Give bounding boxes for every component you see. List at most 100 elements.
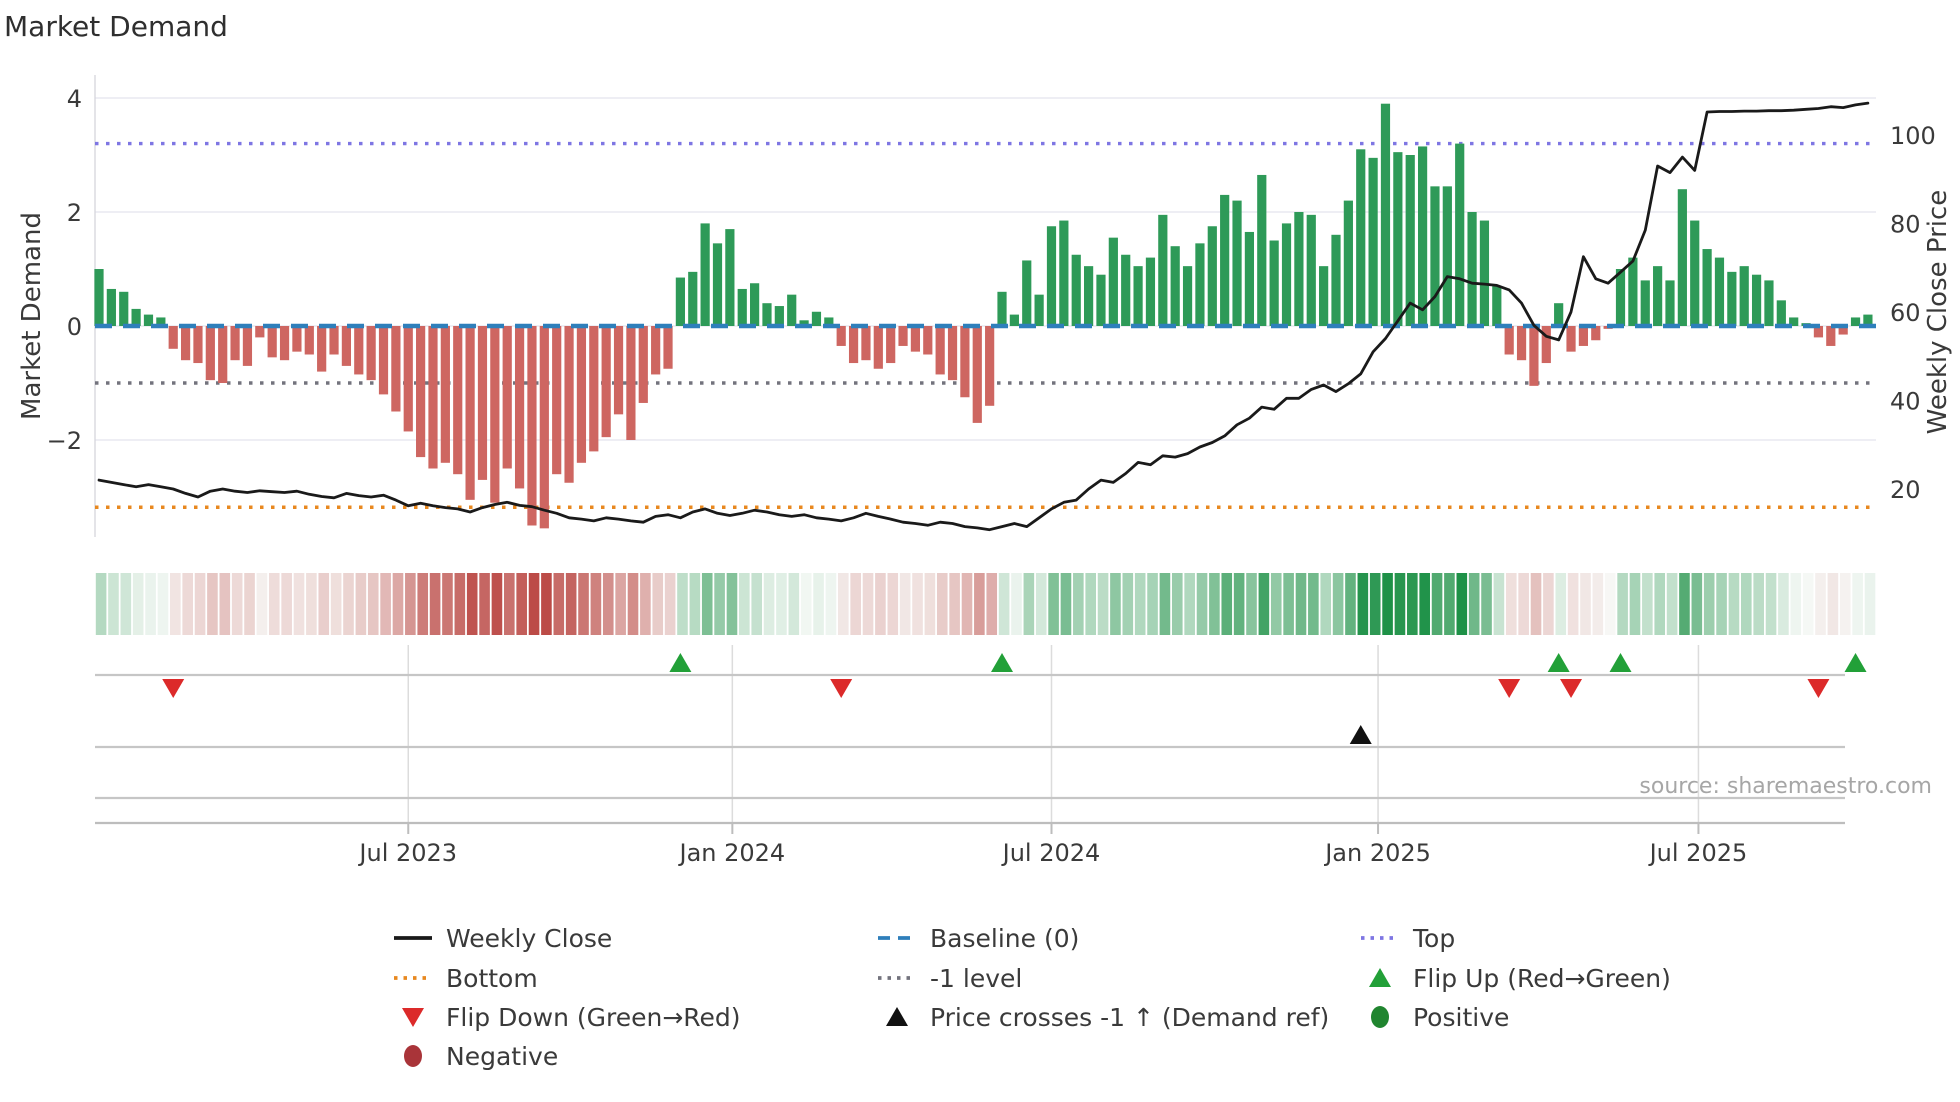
demand-bar-positive (725, 229, 735, 326)
demand-bar-negative (886, 326, 896, 364)
demand-bar-positive (1690, 220, 1700, 326)
y-right-tick-label: 60 (1890, 299, 1921, 327)
legend-item-label: Negative (446, 1042, 558, 1071)
heatmap-cell-negative (578, 573, 589, 635)
demand-bar-negative (267, 326, 277, 358)
heatmap-cell-negative (949, 573, 960, 635)
y-right-tick-label: 40 (1890, 388, 1921, 416)
demand-bar-negative (416, 326, 426, 458)
demand-bar-positive (1764, 280, 1774, 326)
heatmap-cell-negative (553, 573, 565, 635)
x-tick-label: Jan 2024 (677, 839, 785, 867)
heatmap-cell-positive (1493, 573, 1505, 635)
heatmap-cell-positive (1023, 573, 1035, 635)
demand-bar-positive (1306, 214, 1316, 326)
heatmap-cell-negative (194, 573, 206, 635)
demand-bar-negative (279, 326, 290, 361)
flip-down-marker (1560, 679, 1583, 698)
heatmap-cell-negative (1567, 573, 1579, 635)
flip-up-marker (991, 653, 1014, 672)
demand-bar-positive (1727, 271, 1737, 326)
heatmap-cell-negative (986, 573, 998, 635)
demand-bar-positive (1751, 274, 1762, 326)
heatmap-cell-positive (998, 573, 1010, 635)
heatmap-cell-negative (231, 573, 243, 635)
heatmap-cell-positive (1147, 573, 1158, 635)
heatmap-cell-negative (244, 573, 255, 635)
demand-bar-negative (465, 326, 475, 500)
flip-down-marker (1807, 679, 1830, 698)
demand-bar-negative (601, 326, 611, 438)
heatmap-cell-negative (1580, 573, 1591, 635)
heatmap-cell-positive (1097, 573, 1109, 635)
heatmap-cell-positive (120, 573, 132, 635)
demand-bar-positive (688, 271, 698, 326)
demand-bar-negative (1504, 326, 1514, 355)
demand-bar-positive (1170, 246, 1180, 326)
demand-bar-negative (1566, 326, 1576, 352)
legend-item-label: -1 level (930, 964, 1022, 993)
demand-bar-positive (997, 291, 1007, 326)
heatmap-cell-positive (751, 573, 763, 635)
heatmap-cell-negative (380, 573, 391, 635)
demand-bar-negative (366, 326, 376, 381)
y-right-tick-label: 100 (1890, 122, 1936, 150)
y-left-tick-label: 2 (67, 199, 82, 227)
heatmap-cell-negative (615, 573, 626, 635)
demand-bar-positive (1479, 220, 1490, 326)
demand-bar-positive (156, 317, 166, 326)
demand-bar-negative (613, 326, 624, 415)
heatmap-cell-positive (1790, 573, 1802, 635)
x-tick-label: Jul 2025 (1648, 839, 1748, 867)
heatmap-cell-positive (1134, 573, 1146, 635)
demand-bar-positive (675, 277, 685, 326)
heatmap-cell-positive (677, 573, 688, 635)
heatmap-cell-positive (1703, 573, 1715, 635)
demand-bar-positive (1182, 266, 1193, 326)
demand-bar-negative (935, 326, 945, 375)
demand-bar-negative (341, 326, 351, 366)
heatmap-cell-positive (1283, 573, 1294, 635)
heatmap-cell-positive (1258, 573, 1270, 635)
legend: Weekly Close Bottom Flip Down (Green→Red) N… (394, 924, 1671, 1071)
heatmap-cell-positive (1716, 573, 1727, 635)
demand-bar-positive (1368, 157, 1378, 326)
demand-bar-positive (1343, 200, 1353, 326)
heatmap-cell-negative (281, 573, 292, 635)
flip-up-marker (1547, 653, 1570, 672)
demand-bar-negative (428, 326, 438, 469)
heatmap-cell-negative (875, 573, 886, 635)
demand-bar-positive (1232, 200, 1242, 326)
heatmap-cell-positive (1629, 573, 1641, 635)
heatmap-cell-negative (912, 573, 923, 635)
legend-swatch-triangle-up (1369, 968, 1391, 987)
heatmap-cell-negative (417, 573, 429, 635)
heatmap-cell-negative (850, 573, 861, 635)
heatmap-cell-negative (627, 573, 639, 635)
demand-bar-positive (1281, 223, 1292, 326)
heatmap-cell-positive (1468, 573, 1480, 635)
heatmap-cell-positive (1444, 573, 1455, 635)
heatmap-cell-positive (788, 573, 800, 635)
demand-bar-negative (836, 326, 846, 346)
demand-bar-negative (514, 326, 525, 489)
heatmap-cell-positive (1110, 573, 1121, 635)
heatmap-cell-positive (1481, 573, 1492, 635)
heatmap-cell-negative (664, 573, 676, 635)
heatmap-cell-negative (219, 573, 231, 635)
heatmap-cell-positive (1048, 573, 1059, 635)
demand-bar-positive (1009, 314, 1019, 326)
demand-bar-positive (1195, 243, 1205, 326)
demand-bar-positive (1628, 257, 1638, 326)
heatmap-cell-negative (590, 573, 602, 635)
demand-bar-positive (1789, 317, 1799, 326)
demand-bar-positive (1220, 194, 1230, 326)
flip-up-marker (1609, 653, 1632, 672)
heatmap-cell-negative (961, 573, 973, 635)
demand-bar-positive (119, 291, 129, 326)
heatmap-cell-positive (1270, 573, 1282, 635)
demand-bar-negative (552, 326, 562, 475)
heatmap-cell-positive (132, 573, 144, 635)
demand-bar-positive (1665, 280, 1675, 326)
